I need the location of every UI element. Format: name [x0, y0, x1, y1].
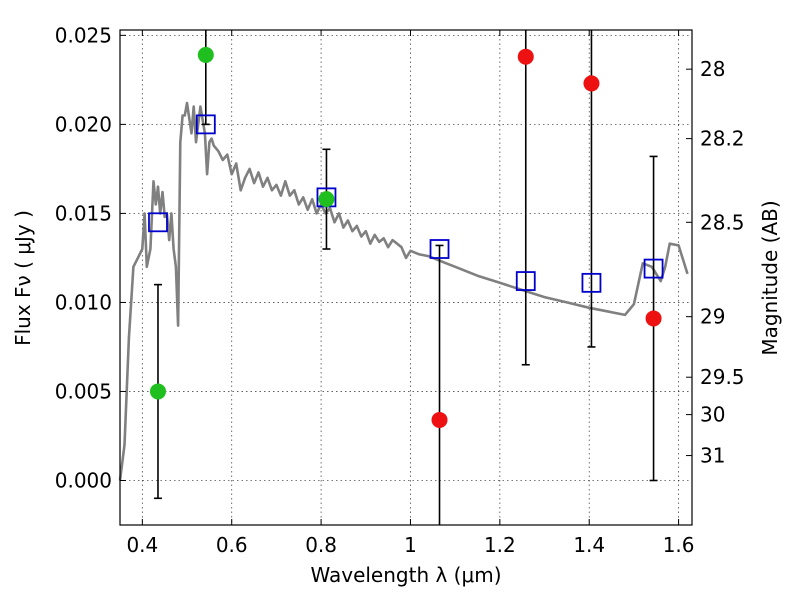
y-tick-label: 0.025	[55, 23, 112, 47]
plot-frame	[119, 29, 693, 526]
x-tick-label: 1	[404, 533, 417, 557]
model-photometry-point	[581, 272, 602, 293]
x-tick-label: 0.8	[305, 533, 337, 557]
right-tick-label: 28.5	[700, 210, 745, 234]
model-photometry-point	[643, 258, 664, 279]
x-axis-label: Wavelength λ (μm)	[310, 563, 501, 587]
model-photometry-point	[515, 271, 536, 291]
detection-point	[149, 383, 166, 400]
x-tick-label: 0.6	[216, 533, 248, 557]
axes: 0.4 0.6 0.8 1 1.2 1.4 1.6 0.000 0.005 0.010 0.015 0…	[55, 23, 745, 557]
upper-limit-point	[645, 310, 662, 327]
y-axis-label: Flux Fν ( μJy )	[11, 210, 35, 346]
right-tick-label: 29	[700, 305, 725, 329]
right-axis-label: Magnitude (AB)	[758, 200, 782, 355]
model-photometry-point	[429, 239, 450, 259]
model-photometry-point	[148, 212, 168, 233]
y-tick-label: 0.015	[55, 201, 112, 225]
y-tick-label: 0.020	[55, 112, 112, 136]
plot-area	[118, 30, 689, 525]
model-sed-line	[118, 101, 689, 481]
y-tick-label: 0.000	[55, 468, 112, 492]
x-tick-label: 1.4	[573, 533, 605, 557]
upper-limit-point	[583, 75, 600, 92]
y-tick-label: 0.005	[55, 379, 112, 403]
y-tick-label: 0.010	[55, 290, 112, 314]
right-tick-label: 28.2	[700, 127, 745, 151]
x-tick-label: 0.4	[126, 533, 158, 557]
upper-limit-point	[517, 48, 534, 65]
right-tick-label: 30	[700, 403, 725, 427]
right-tick-label: 29.5	[700, 365, 745, 389]
detection-point	[197, 46, 214, 63]
model-photometry-point	[195, 114, 216, 135]
detection-point	[318, 191, 335, 208]
right-tick-label: 31	[700, 444, 725, 468]
upper-limit-point	[431, 411, 448, 428]
x-tick-label: 1.6	[663, 533, 695, 557]
right-tick-label: 28	[700, 57, 725, 81]
x-tick-label: 1.2	[484, 533, 516, 557]
